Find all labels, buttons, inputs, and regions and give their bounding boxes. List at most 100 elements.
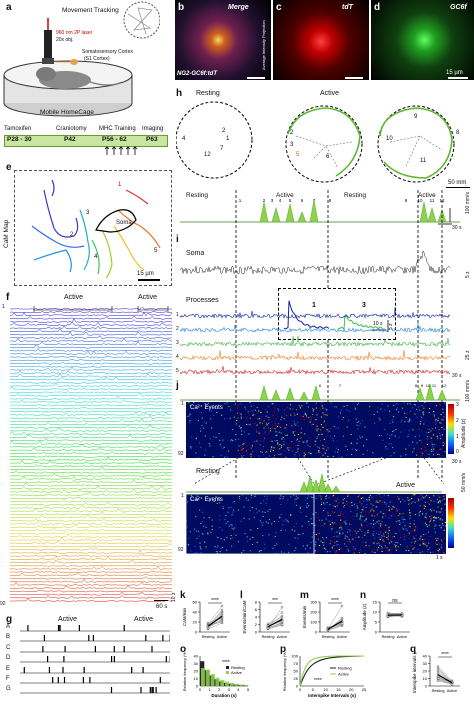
stats-l-active-point bbox=[281, 624, 283, 626]
cam-map-scale-bar bbox=[138, 279, 160, 281]
stats-k-active-point bbox=[221, 609, 223, 611]
f-trace-83 bbox=[10, 571, 172, 572]
experiment-timeline: Tamoxifen Craniotomy MHC Training Imagin… bbox=[4, 122, 172, 160]
panel-label-i: i bbox=[176, 234, 179, 245]
f-trace-23 bbox=[10, 377, 172, 380]
f-trace-55 bbox=[10, 480, 172, 483]
f-trace-44 bbox=[10, 444, 172, 448]
j-zoom-heatmap bbox=[186, 494, 446, 554]
f-trace-3 bbox=[10, 312, 172, 316]
f-trace-11 bbox=[10, 338, 172, 342]
j-colorbar bbox=[448, 404, 454, 454]
objective-label: 20x obj. bbox=[56, 38, 74, 43]
stats-k-ytick-0: 60 bbox=[193, 600, 198, 605]
f-scale-time-bar bbox=[154, 600, 168, 601]
f-trace-81 bbox=[10, 565, 172, 566]
f-trace-35 bbox=[10, 415, 172, 419]
f-trace-6 bbox=[10, 322, 172, 326]
panel-label-c: c bbox=[276, 2, 282, 13]
f-trace-14 bbox=[10, 348, 172, 351]
f-trace-18 bbox=[10, 363, 172, 364]
f-trace-41 bbox=[10, 435, 172, 438]
timeline-day-1: P28 - 30 bbox=[7, 137, 32, 144]
p-ytick-2: 50 bbox=[294, 669, 299, 674]
stats-k-active-point bbox=[221, 613, 223, 615]
j-heatmap-row-top: 1 bbox=[181, 402, 184, 407]
stats-q-ytick-1: 30 bbox=[423, 661, 428, 666]
f-trace-59 bbox=[10, 492, 172, 496]
f-trace-79 bbox=[10, 556, 172, 560]
o-xtick-2: 2 bbox=[218, 687, 221, 692]
stats-q-resting-point bbox=[437, 680, 439, 682]
f-trace-28 bbox=[10, 393, 172, 396]
j-trace-num-6: 6 bbox=[319, 383, 322, 388]
panel-label-b: b bbox=[178, 2, 184, 13]
o-xtick-5: 5 bbox=[247, 687, 250, 692]
j-zoom-row-top: 1 bbox=[181, 494, 184, 499]
g-row-trace-F bbox=[20, 675, 170, 685]
j-colorbar-tick-0: 0 bbox=[456, 450, 459, 455]
f-trace-9 bbox=[10, 332, 172, 336]
f-trace-45 bbox=[10, 447, 172, 451]
stats-q-resting-point bbox=[437, 670, 439, 672]
cam-map-scale-label: 15 µm bbox=[137, 271, 154, 277]
f-trace-8 bbox=[10, 329, 172, 333]
j-trace-num-11: 11 bbox=[432, 383, 437, 388]
f-trace-76 bbox=[10, 547, 172, 550]
laser-label: 960 nm 2P laser bbox=[56, 31, 92, 36]
j-colorbar-tick-2: 2 bbox=[456, 419, 459, 424]
g-row-label-F: F bbox=[6, 676, 10, 682]
f-trace-89 bbox=[10, 591, 172, 592]
o-ytick-1: 30 bbox=[194, 661, 199, 666]
f-trace-52 bbox=[10, 470, 172, 473]
stats-n-resting-point bbox=[387, 612, 389, 614]
o-bar-active-6 bbox=[230, 683, 234, 686]
stats-q-ytick-2: 20 bbox=[423, 669, 428, 674]
j-trace-num-10: 10 bbox=[426, 383, 431, 388]
f-trace-48 bbox=[10, 457, 172, 461]
stats-n-ytick-3: 0 bbox=[375, 630, 378, 635]
j-zoom-colorbar bbox=[448, 498, 454, 548]
stats-l-ytick-4: 0 bbox=[255, 630, 258, 635]
f-trace-72 bbox=[10, 534, 172, 537]
timeline-event-3: MHC Training bbox=[99, 126, 136, 132]
h-c3-num-8: 8 bbox=[456, 130, 459, 136]
j-heatmap-title: Ca²⁺ Events bbox=[190, 405, 223, 411]
h-c3-num-10: 10 bbox=[386, 136, 393, 142]
o-legend-active: Active bbox=[231, 670, 243, 675]
p-xtick-5: 25 bbox=[362, 687, 367, 692]
panel-label-d: d bbox=[374, 2, 380, 13]
p-legend-active: Active bbox=[338, 672, 350, 677]
f-trace-91 bbox=[10, 595, 172, 598]
p-line-active bbox=[300, 656, 364, 686]
cam-map-soma-label: Soma bbox=[116, 220, 132, 226]
f-trace-90 bbox=[10, 592, 172, 596]
merge-title: Merge bbox=[228, 4, 249, 11]
panel-label-j: j bbox=[176, 380, 179, 391]
timeline-event-1: Tamoxifen bbox=[4, 126, 31, 132]
f-trace-77 bbox=[10, 551, 172, 554]
f-trace-61 bbox=[10, 499, 172, 502]
f-trace-74 bbox=[10, 541, 172, 544]
f-trace-53 bbox=[10, 473, 172, 476]
f-trace-63 bbox=[10, 506, 172, 509]
stats-l-xlabel-resting: Resting bbox=[262, 635, 275, 639]
f-scale-time-label: 60 s bbox=[156, 604, 167, 610]
j-zoom-speed-scale: 50 mm/s bbox=[462, 473, 467, 492]
stats-m-active-point bbox=[341, 623, 343, 625]
stats-k-ytick-1: 40 bbox=[193, 610, 198, 615]
p-xtick-0: 0 bbox=[299, 687, 302, 692]
stats-k-active-point bbox=[221, 621, 223, 623]
cam-map-num-1: 1 bbox=[118, 182, 121, 188]
f-trace-60 bbox=[10, 498, 172, 499]
stats-n-ytick-1: 10 bbox=[373, 610, 378, 615]
j-event-heatmap bbox=[186, 402, 446, 458]
stats-q-xlabel-resting: Resting bbox=[432, 689, 445, 693]
f-trace-84 bbox=[10, 573, 172, 577]
g-row-label-E: E bbox=[6, 666, 10, 672]
